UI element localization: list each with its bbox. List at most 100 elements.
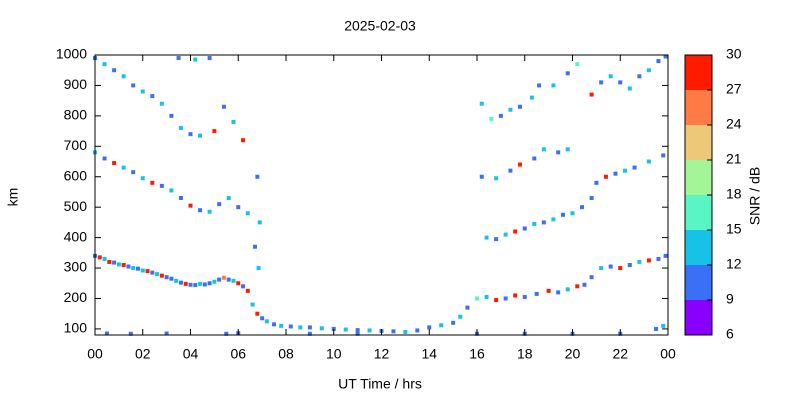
data-point	[503, 296, 508, 301]
data-point	[188, 282, 193, 287]
data-point	[202, 282, 207, 287]
data-point	[224, 331, 229, 336]
data-point	[580, 205, 585, 210]
data-point	[169, 188, 174, 193]
data-point	[551, 217, 556, 222]
data-point	[565, 287, 570, 292]
colorbar-tick-label: 15	[726, 221, 742, 237]
data-point	[565, 147, 570, 152]
data-point	[231, 278, 236, 283]
data-point	[646, 159, 651, 164]
data-point	[391, 329, 396, 334]
y-tick-label: 500	[64, 198, 88, 214]
data-point	[541, 220, 546, 225]
y-tick-label: 200	[64, 289, 88, 305]
data-point	[241, 284, 246, 289]
colorbar-tick-label: 6	[726, 326, 734, 342]
data-point	[126, 264, 131, 269]
data-point	[367, 328, 372, 333]
y-tick-label: 1000	[56, 46, 87, 62]
data-point	[193, 57, 198, 62]
colorbar-swatch	[685, 160, 712, 195]
data-point	[121, 74, 126, 79]
data-point	[618, 266, 623, 271]
data-point	[107, 259, 112, 264]
data-point	[256, 266, 261, 271]
data-point	[198, 133, 203, 138]
data-point	[319, 326, 324, 331]
colorbar-swatch	[685, 300, 712, 335]
data-point	[298, 325, 303, 330]
data-point	[582, 282, 587, 287]
data-point	[532, 221, 537, 226]
data-point	[226, 196, 231, 201]
x-tick-label: 16	[469, 346, 485, 362]
data-point	[517, 104, 522, 109]
colorbar-swatch	[685, 55, 712, 90]
data-point	[272, 322, 277, 327]
data-point	[439, 323, 444, 328]
data-point	[207, 56, 212, 61]
data-point	[169, 113, 174, 118]
data-point	[508, 107, 513, 112]
data-point	[637, 74, 642, 79]
data-point	[594, 180, 599, 185]
data-point	[140, 268, 145, 273]
data-point	[331, 326, 336, 331]
y-tick-label: 100	[64, 320, 88, 336]
colorbar-swatch	[685, 90, 712, 125]
data-point	[178, 126, 183, 131]
data-point	[646, 68, 651, 73]
colorbar-swatch	[685, 125, 712, 160]
data-point	[343, 327, 348, 332]
data-point	[212, 279, 217, 284]
y-tick-label: 400	[64, 228, 88, 244]
data-point	[661, 153, 666, 158]
data-point	[475, 296, 479, 301]
colorbar-tick-label: 30	[726, 46, 742, 62]
colorbar-label: SNR / dB	[747, 167, 763, 225]
data-point	[522, 294, 527, 299]
data-point	[102, 62, 107, 67]
data-point	[661, 323, 666, 328]
data-point	[479, 101, 484, 106]
colorbar-swatch	[685, 265, 712, 300]
colorbar-tick-label: 12	[726, 256, 742, 272]
data-point	[212, 129, 217, 134]
data-point	[599, 266, 604, 271]
data-point	[541, 147, 546, 152]
x-tick-label: 14	[421, 346, 437, 362]
data-point	[575, 284, 580, 289]
data-point	[494, 298, 499, 302]
data-point	[121, 263, 126, 267]
data-point	[279, 323, 284, 328]
data-point	[257, 220, 262, 225]
data-point	[188, 132, 193, 137]
data-point	[176, 56, 181, 61]
data-point	[221, 104, 226, 109]
data-point	[198, 281, 203, 286]
x-tick-label: 08	[278, 346, 294, 362]
data-point	[260, 316, 265, 321]
chart-title: 2025-02-03	[344, 18, 416, 34]
data-point	[252, 244, 257, 249]
colorbar-swatch	[685, 230, 712, 265]
data-point	[116, 262, 121, 267]
y-tick-label: 800	[64, 107, 88, 123]
data-point	[484, 294, 489, 299]
data-point	[654, 326, 659, 331]
data-point	[534, 291, 539, 296]
x-tick-label: 20	[565, 346, 581, 362]
data-point	[451, 320, 456, 325]
data-point	[174, 278, 179, 283]
data-point	[532, 156, 537, 161]
data-point	[140, 89, 145, 94]
data-point	[656, 256, 661, 261]
x-tick-label: 00	[660, 346, 676, 362]
data-point	[112, 260, 117, 265]
data-point	[599, 80, 604, 85]
data-point	[556, 150, 561, 155]
y-tick-label: 700	[64, 137, 88, 153]
colorbar-tick-label: 18	[726, 186, 742, 202]
data-point	[537, 83, 542, 88]
